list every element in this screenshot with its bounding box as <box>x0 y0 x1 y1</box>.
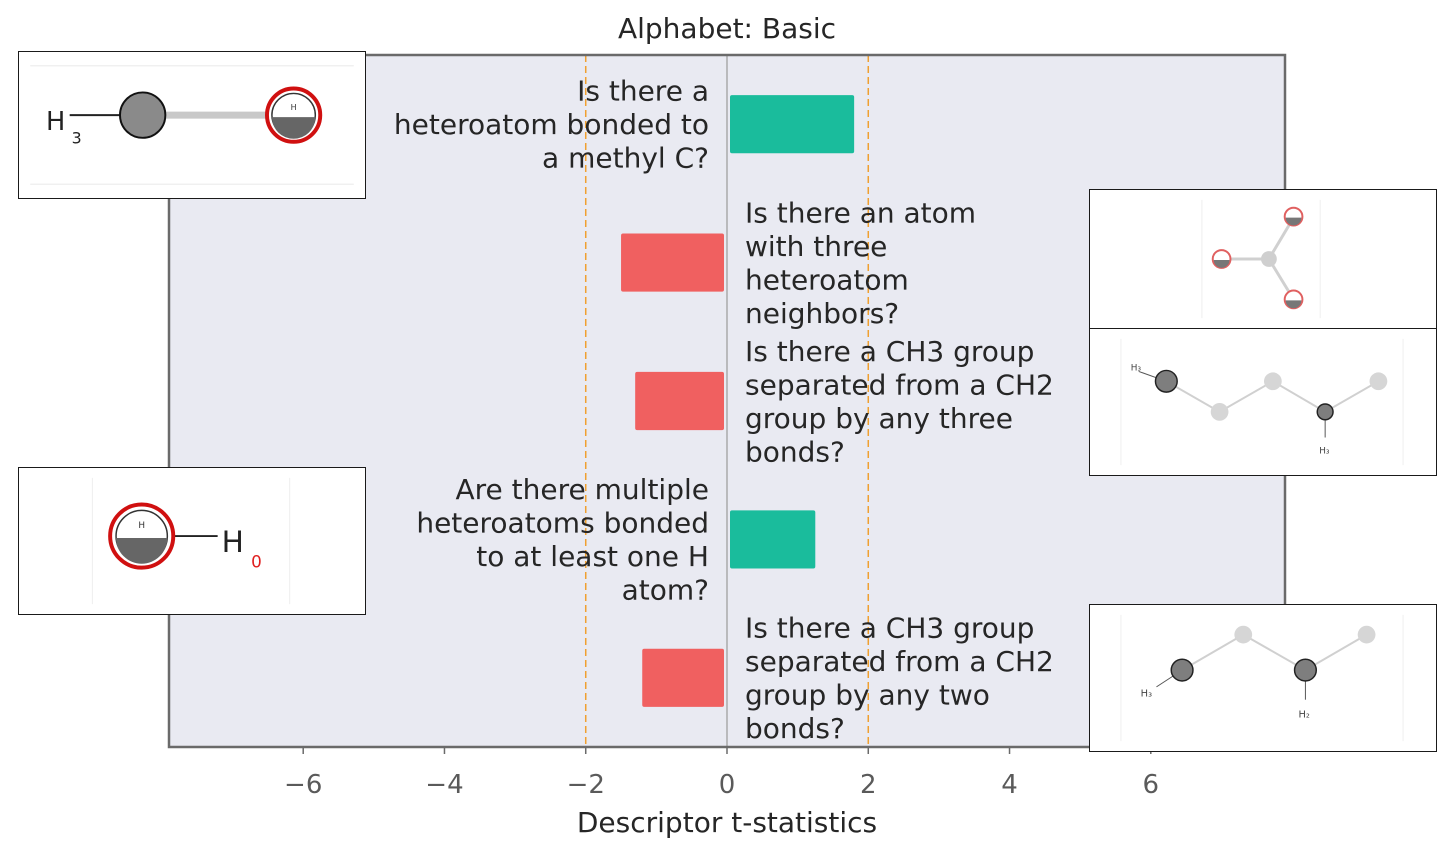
bar-label-line: Are there multiple <box>456 473 710 506</box>
molecule-image-3: H₃ H₃ <box>1089 328 1437 476</box>
molecule-image-4: H H 0 <box>18 467 366 615</box>
x-tick-label: 6 <box>1143 770 1160 800</box>
bar-label-line: Is there a CH3 group <box>745 612 1034 645</box>
bar-label-3: Is there a CH3 group separated from a CH2… <box>745 335 1054 469</box>
bar-label-line: bonds? <box>745 435 845 468</box>
svg-text:H: H <box>291 103 297 112</box>
x-tick-label: −2 <box>567 770 605 800</box>
inset-4-label-h: H <box>222 525 244 559</box>
molecule-image-5: H₃ H₂ <box>1089 604 1437 752</box>
x-tick-label: −4 <box>425 770 463 800</box>
bar-label-line: group by any two <box>745 679 990 712</box>
bar-label-line: Is there a <box>577 75 709 108</box>
bar-label-line: bonds? <box>745 712 845 745</box>
bar-label-line: group by any three <box>745 402 1013 435</box>
bar-label-line: separated from a CH2 <box>745 645 1054 678</box>
inset-3-label-a: H₃ <box>1131 363 1142 373</box>
bar-label-5: Is there a CH3 group separated from a CH2… <box>745 612 1054 746</box>
x-axis-label: Descriptor t-statistics <box>576 806 878 839</box>
bar-label-line: a methyl C? <box>542 142 709 175</box>
inset-5-label-a: H₃ <box>1141 689 1152 700</box>
svg-text:H: H <box>138 521 145 531</box>
x-tick-label: 2 <box>860 770 877 800</box>
bar-2 <box>621 233 724 292</box>
bar-label-line: atom? <box>622 574 709 607</box>
inset-4-label-sub: 0 <box>251 552 262 572</box>
bar-label-line: heteroatom bonded to <box>394 108 709 141</box>
chart-title: Alphabet: Basic <box>617 12 837 45</box>
x-tick-label: 4 <box>1001 770 1018 800</box>
bar-1 <box>730 95 855 154</box>
bar-3 <box>635 371 724 431</box>
bar-label-line: neighbors? <box>745 297 899 330</box>
inset-3-label-b: H₃ <box>1319 446 1330 456</box>
inset-5-label-b: H₂ <box>1299 709 1310 720</box>
bar-label-line: heteroatoms bonded <box>416 507 709 540</box>
x-tick-label: 0 <box>719 770 736 800</box>
bar-5 <box>642 648 724 707</box>
bar-label-line: Is there an atom <box>745 196 976 229</box>
bar-label-4: Are there multiple heteroatoms bonded to a… <box>416 473 709 607</box>
inset-1-label-sub: 3 <box>72 129 82 148</box>
inset-1-label-h: H <box>46 107 65 137</box>
bar-label-1: Is there a heteroatom bonded to a methyl C… <box>394 75 709 175</box>
bar-label-2: Is there an atom with three heteroatom neig… <box>745 196 976 330</box>
bar-label-line: separated from a CH2 <box>745 368 1054 401</box>
molecule-image-1: H H 3 <box>18 51 366 199</box>
molecule-image-2 <box>1089 189 1437 329</box>
bar-label-line: to at least one H <box>476 540 709 573</box>
x-tick-label: −6 <box>284 770 322 800</box>
bar-label-line: Is there a CH3 group <box>745 335 1034 368</box>
bar-4 <box>730 510 816 569</box>
bar-label-line: heteroatom <box>745 263 909 296</box>
bar-label-line: with three <box>745 230 887 263</box>
